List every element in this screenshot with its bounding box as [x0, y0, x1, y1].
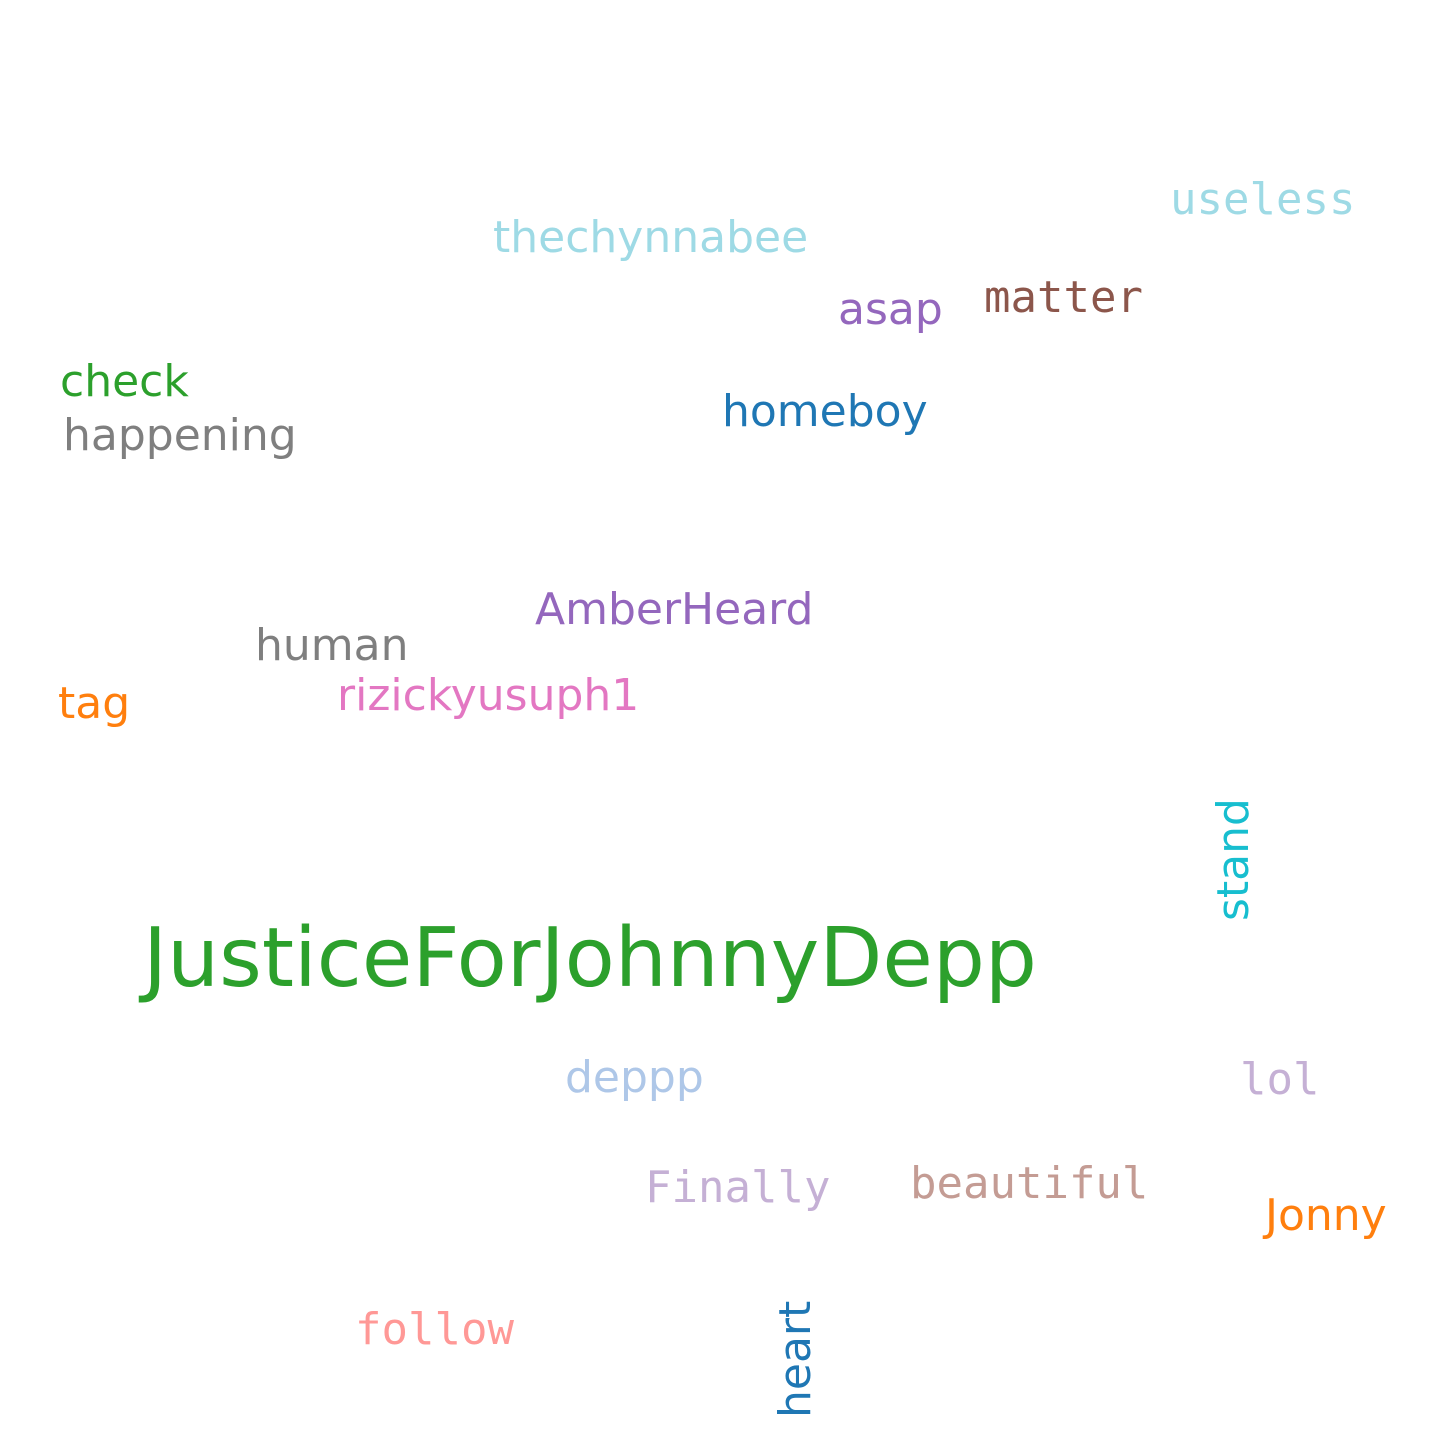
- word-deppp: deppp: [565, 1052, 704, 1103]
- word-tag: tag: [58, 678, 131, 729]
- word-check: check: [60, 356, 189, 407]
- word-follow: follow: [355, 1304, 514, 1355]
- word-amberheard: AmberHeard: [535, 584, 814, 635]
- word-thechynnabee: thechynnabee: [493, 212, 809, 263]
- word-useless: useless: [1170, 174, 1356, 225]
- word-lol: lol: [1240, 1054, 1320, 1105]
- word-human: human: [255, 620, 409, 671]
- word-jonny: Jonny: [1265, 1190, 1387, 1241]
- word-matter: matter: [984, 272, 1143, 323]
- word-heart: heart: [770, 1300, 821, 1418]
- word-finally: Finally: [645, 1162, 831, 1213]
- word-happening: happening: [63, 410, 297, 461]
- word-asap: asap: [838, 284, 943, 335]
- word-beautiful: beautiful: [910, 1158, 1149, 1209]
- word-justiceforjohnnydepp: JusticeForJohnnyDepp: [143, 911, 1037, 1006]
- word-stand: stand: [1208, 798, 1259, 921]
- word-homeboy: homeboy: [722, 386, 928, 437]
- word-rizickyusuph1: rizickyusuph1: [337, 670, 640, 721]
